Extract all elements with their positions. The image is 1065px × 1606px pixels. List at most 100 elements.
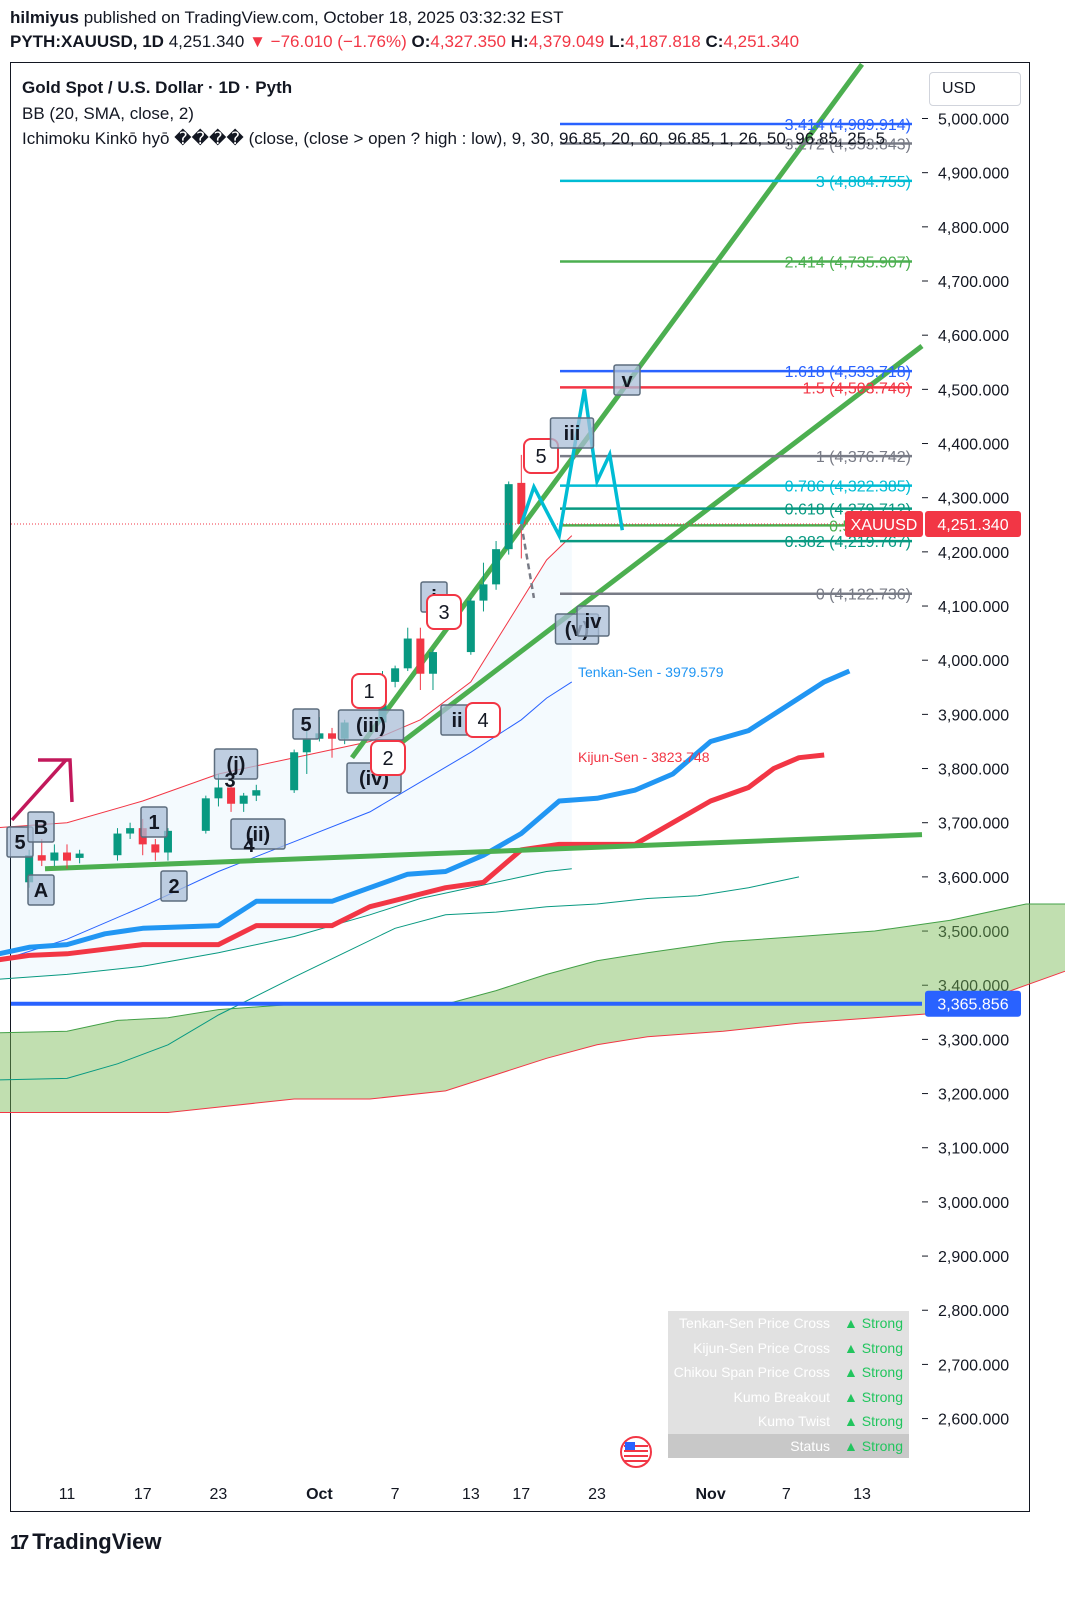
wave-label-box	[370, 740, 406, 776]
tenkan-label: Tenkan-Sen - 3979.579	[578, 664, 724, 680]
wave-label-box	[549, 417, 595, 449]
fib-level-label: 0.382 (4,219.767)	[785, 534, 911, 551]
support-price-badge-value: 3,365.856	[937, 997, 1008, 1014]
publisher-name[interactable]: hilmiyus	[10, 8, 79, 27]
candle-body	[492, 549, 501, 585]
wave-label-box	[27, 811, 55, 843]
candle-body	[428, 652, 437, 674]
candle-body	[50, 852, 59, 861]
candle-body	[302, 738, 311, 753]
y-axis-label: 4,700.000	[938, 274, 1009, 291]
candle-body	[328, 733, 337, 739]
x-axis-label: Nov	[696, 1486, 726, 1503]
signal-row: Kumo Breakout ▲ Strong	[668, 1384, 909, 1409]
signal-label: Tenkan-Sen Price Cross	[679, 1315, 830, 1331]
channel-lower-line	[376, 344, 924, 763]
wave-label: v	[621, 370, 633, 392]
fib-level-label: 0.786 (4,322.385)	[785, 479, 911, 496]
last-price-badge	[925, 511, 1021, 538]
candle-body	[25, 855, 34, 883]
fib-level-label: 1 (4,376.742)	[816, 449, 911, 466]
x-axis-label: 13	[462, 1486, 480, 1503]
channel-upper-line	[349, 62, 865, 760]
y-axis-label: 3,000.000	[938, 1195, 1009, 1212]
projected-path	[519, 389, 625, 542]
symbol-badge	[845, 511, 923, 538]
y-axis-label: 5,000.000	[938, 112, 1009, 129]
chikou-span	[0, 876, 800, 1081]
wave-label: 2	[168, 876, 179, 898]
signal-label: Kijun-Sen Price Cross	[693, 1339, 830, 1356]
fib-level-label: 1.5 (4,503.746)	[802, 380, 911, 397]
symbol-name: PYTH:XAUUSD, 1D	[10, 32, 164, 51]
fib-level-label: 2.414 (4,735.907)	[785, 255, 911, 272]
signal-label: Chikou Span Price Cross	[673, 1364, 830, 1380]
candle-body	[504, 484, 513, 550]
y-axis-label: 4,200.000	[938, 545, 1009, 562]
wave-label-box	[613, 364, 641, 396]
candle-body	[290, 752, 299, 791]
wave-label-box	[523, 438, 559, 474]
publish-info: hilmiyus published on TradingView.com, O…	[10, 8, 563, 28]
y-axis-label: 4,400.000	[938, 437, 1009, 454]
y-axis-label: 2,900.000	[938, 1249, 1009, 1266]
candle-body	[214, 787, 223, 799]
y-axis-label: 2,600.000	[938, 1412, 1009, 1429]
y-axis-label: 4,500.000	[938, 382, 1009, 399]
x-axis-label: Oct	[306, 1486, 333, 1503]
wave-label: ii	[451, 710, 462, 732]
y-axis-label: 4,000.000	[938, 653, 1009, 670]
wave-label: 1	[363, 681, 374, 703]
symbol-info: PYTH:XAUUSD, 1D 4,251.340 ▼ −76.010 (−1.…	[10, 32, 800, 51]
flag-canton	[625, 1442, 635, 1450]
projected-dip-path	[520, 523, 536, 599]
wave-label-box	[426, 594, 462, 630]
wave-label-box	[213, 748, 259, 780]
ichimoku-legend[interactable]: Ichimoku Kinkō hyō ���� (close, (close >…	[22, 129, 886, 148]
bollinger-fill	[0, 535, 572, 980]
price-change: −76.010 (−1.76%)	[270, 32, 407, 51]
signal-row: Chikou Span Price Cross ▲ Strong	[668, 1360, 909, 1385]
wave-label: A	[34, 880, 48, 902]
candle-body	[252, 790, 261, 796]
y-axis-label: 3,600.000	[938, 870, 1009, 887]
bb-legend[interactable]: BB (20, SMA, close, 2)	[22, 104, 194, 123]
fib-level-label: 3 (4,884.755)	[816, 174, 911, 191]
chart-frame[interactable]	[10, 62, 1030, 1512]
down-arrow-icon: ▼	[249, 32, 266, 51]
y-axis-label: 3,900.000	[938, 707, 1009, 724]
wave-label-box	[337, 709, 405, 741]
senkou-span-a	[0, 903, 1065, 1034]
tv-logo-icon: 17	[10, 1532, 29, 1554]
wave-label: 4	[477, 710, 488, 732]
published-text: published on TradingView.com, October 18…	[83, 8, 564, 27]
candle-body	[403, 638, 412, 669]
y-axis-label: 4,800.000	[938, 220, 1009, 237]
wave-label: iii	[564, 423, 581, 445]
wave-label: 3	[224, 770, 235, 792]
wave-label: 5	[300, 714, 311, 736]
signal-value: ▲ Strong	[844, 1413, 903, 1429]
wave-label-box	[140, 806, 168, 838]
currency-button[interactable]: USD	[929, 72, 1021, 106]
bollinger-lower	[0, 868, 572, 980]
x-axis-label: 7	[391, 1486, 400, 1503]
bollinger-upper	[0, 535, 573, 828]
low-value: 4,187.818	[625, 32, 701, 51]
candle-body	[517, 482, 526, 525]
y-axis-label: 3,300.000	[938, 1032, 1009, 1049]
wave-label: (iii)	[356, 715, 386, 737]
senkou-span-b	[0, 970, 1065, 1113]
candle-body	[391, 668, 400, 682]
signal-value: ▲ Strong	[844, 1339, 903, 1356]
wave-label: B	[34, 817, 48, 839]
long-trendline	[44, 832, 923, 872]
candle-body	[126, 828, 135, 834]
signal-row: Tenkan-Sen Price Cross ▲ Strong	[668, 1311, 909, 1336]
signal-value: ▲ Strong	[844, 1315, 903, 1331]
symbol-badge-label: XAUUSD	[851, 517, 918, 534]
y-axis-label: 4,900.000	[938, 166, 1009, 183]
wave-label-box	[351, 673, 387, 709]
y-axis-label: 3,200.000	[938, 1087, 1009, 1104]
